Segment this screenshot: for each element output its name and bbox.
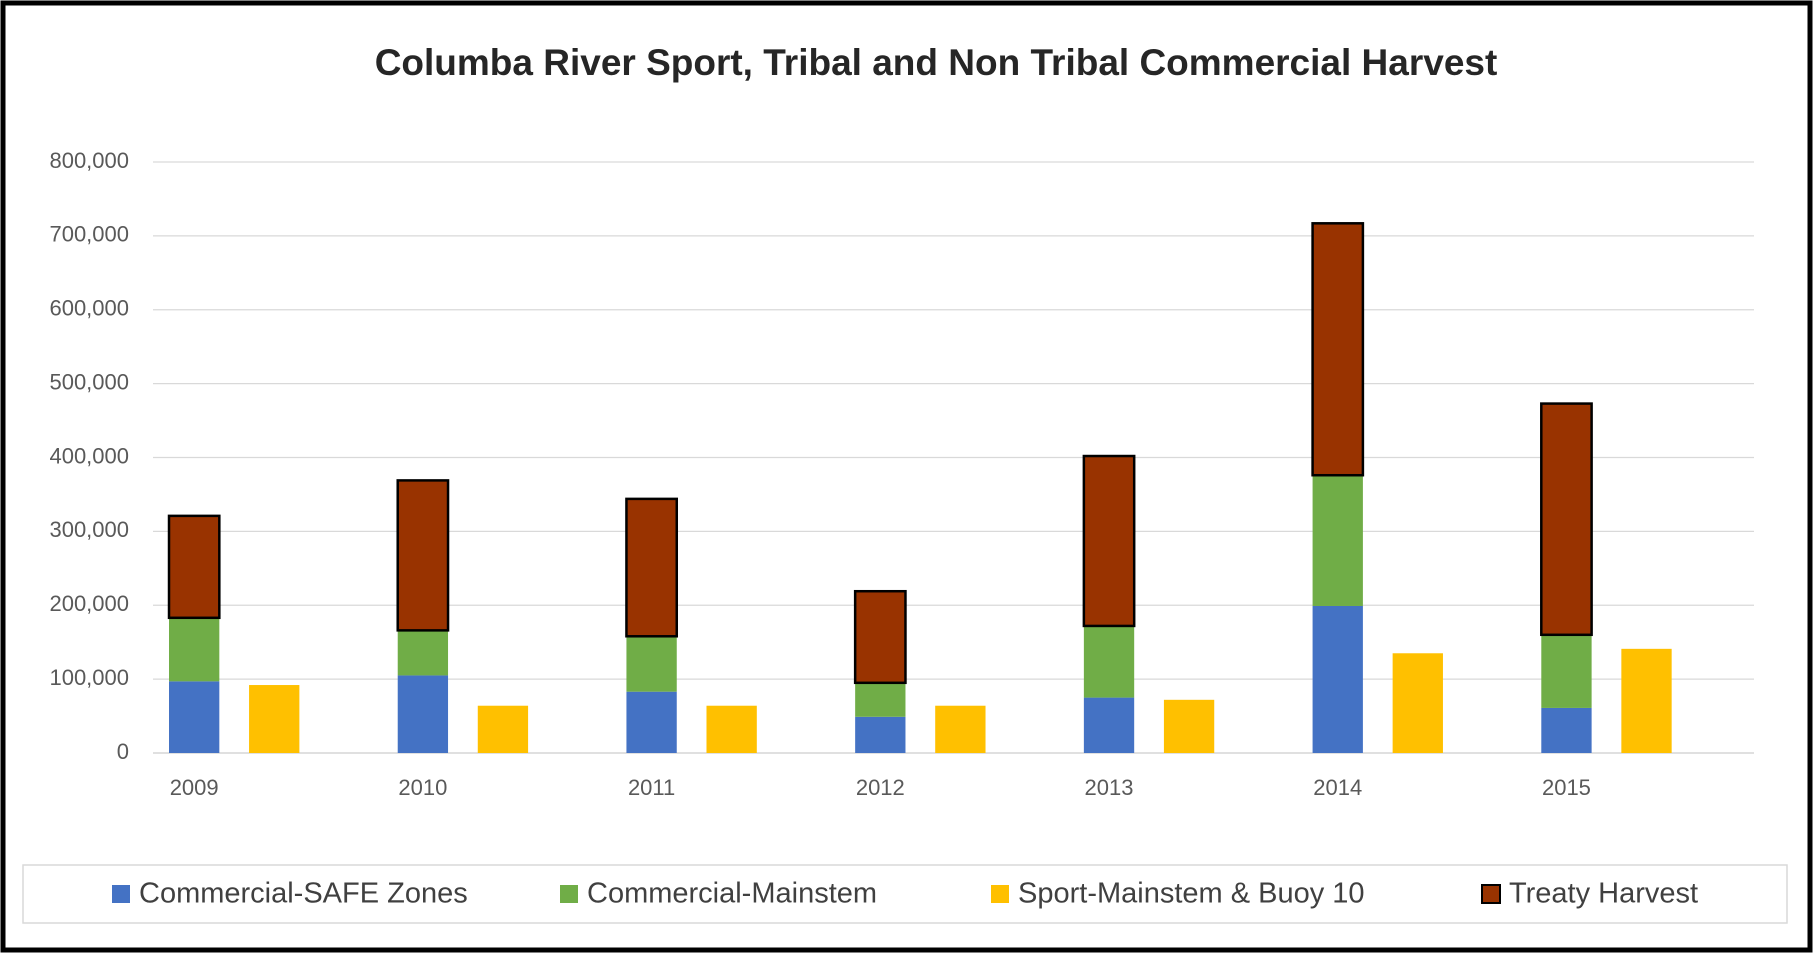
y-tick-label: 600,000 (49, 296, 129, 321)
bar (626, 636, 677, 692)
bar (1392, 653, 1443, 753)
bar (396, 479, 450, 632)
x-tick-label: 2010 (398, 775, 447, 800)
x-tick-label: 2015 (1542, 775, 1591, 800)
legend-swatch (1481, 884, 1501, 904)
bar (1083, 625, 1135, 698)
bar (853, 589, 907, 685)
legend-swatch (112, 885, 130, 903)
bar (1541, 634, 1592, 708)
bar (625, 497, 679, 638)
bar (167, 514, 221, 620)
y-tick-label: 200,000 (49, 591, 129, 616)
bar (1540, 402, 1593, 637)
bar (855, 716, 906, 753)
bar (1311, 222, 1365, 477)
bar (1541, 707, 1592, 753)
legend-label: Sport-Mainstem & Buoy 10 (1018, 878, 1365, 910)
y-tick-label: 700,000 (49, 222, 129, 247)
bar (1083, 697, 1135, 753)
bar (1082, 454, 1136, 628)
bar (626, 691, 677, 753)
bar (935, 705, 986, 753)
y-tick-label: 400,000 (49, 443, 129, 468)
x-tick-label: 2014 (1313, 775, 1362, 800)
legend-swatch (991, 885, 1009, 903)
legend-label: Commercial-SAFE Zones (139, 878, 468, 910)
bar (706, 705, 757, 753)
bar (169, 617, 220, 682)
y-tick-label: 800,000 (49, 148, 129, 173)
x-tick-label: 2011 (628, 775, 675, 800)
legend-label: Treaty Harvest (1509, 878, 1698, 910)
bar (249, 685, 300, 753)
y-tick-label: 300,000 (49, 517, 129, 542)
bar (1312, 475, 1363, 606)
bar (477, 705, 529, 753)
chart-title: Columba River Sport, Tribal and Non Trib… (375, 42, 1498, 83)
bar (169, 681, 220, 753)
x-tick-label: 2012 (856, 775, 905, 800)
bar (1312, 605, 1363, 753)
bar (855, 682, 906, 717)
y-tick-label: 100,000 (49, 665, 129, 690)
y-tick-label: 500,000 (49, 369, 129, 394)
x-tick-label: 2009 (170, 775, 219, 800)
bar (1621, 648, 1672, 753)
bar (1163, 699, 1215, 753)
legend-label: Commercial-Mainstem (587, 878, 877, 910)
bar (397, 630, 449, 676)
x-tick-label: 2013 (1085, 775, 1134, 800)
bar (397, 675, 449, 753)
legend-box (22, 864, 1788, 924)
legend-swatch (560, 885, 578, 903)
y-tick-label: 0 (117, 739, 129, 764)
